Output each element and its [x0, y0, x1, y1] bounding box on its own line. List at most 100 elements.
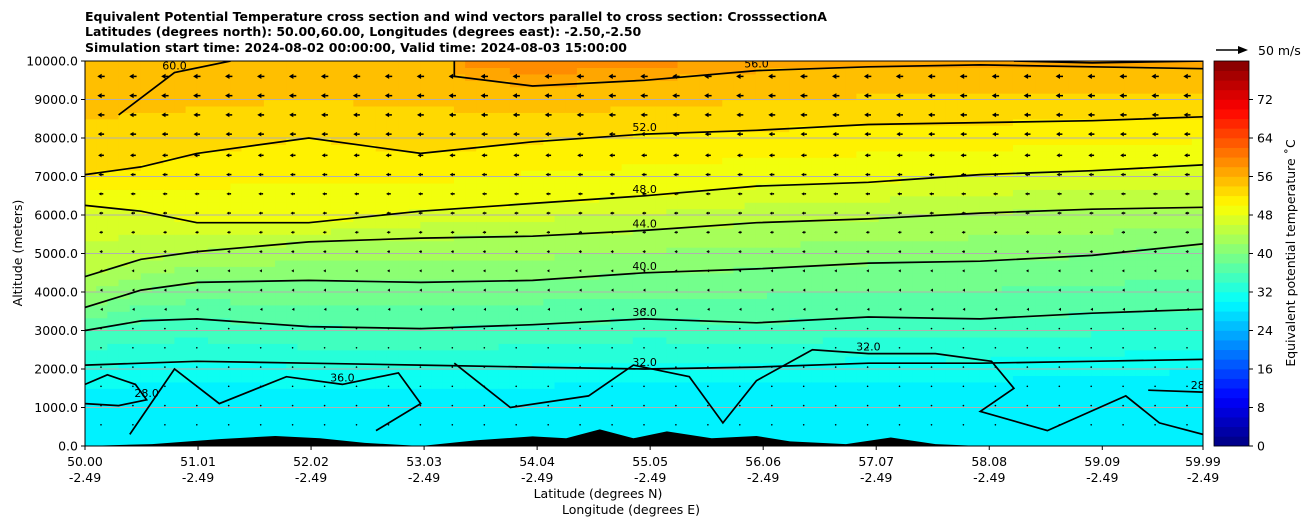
field-cell: [711, 99, 723, 107]
field-cell: [554, 163, 567, 171]
field-cell: [934, 343, 947, 351]
field-cell: [409, 202, 421, 210]
field-cell: [420, 195, 433, 203]
field-cell: [588, 118, 600, 126]
field-cell: [789, 189, 802, 197]
field-cell: [342, 311, 354, 319]
field-cell: [330, 298, 343, 306]
field-cell: [834, 362, 846, 370]
field-cell: [275, 73, 287, 81]
field-cell: [722, 131, 735, 139]
field-cell: [834, 381, 846, 389]
field-cell: [1001, 182, 1014, 190]
field-cell: [230, 202, 243, 210]
field-cell: [476, 144, 489, 152]
field-cell: [856, 86, 869, 94]
field-cell: [934, 381, 947, 389]
field-cell: [263, 176, 276, 184]
field-cell: [409, 93, 421, 101]
field-cell: [543, 381, 556, 389]
field-cell: [129, 176, 142, 184]
field-cell: [364, 407, 377, 415]
field-cell: [509, 247, 522, 255]
field-cell: [207, 304, 220, 312]
field-cell: [252, 272, 265, 280]
field-cell: [867, 234, 880, 242]
field-cell: [85, 61, 97, 69]
field-cell: [990, 131, 1003, 139]
field-cell: [453, 170, 466, 178]
field-cell: [923, 208, 936, 216]
field-cell: [532, 381, 544, 389]
field-cell: [140, 401, 153, 409]
field-cell: [219, 144, 231, 152]
field-cell: [185, 105, 198, 113]
field-cell: [800, 356, 813, 364]
field-cell: [655, 112, 667, 120]
field-cell: [599, 176, 612, 184]
field-cell: [129, 227, 142, 235]
field-cell: [297, 144, 310, 152]
field-cell: [330, 144, 343, 152]
field-cell: [1001, 176, 1014, 184]
field-cell: [822, 163, 835, 171]
field-cell: [487, 170, 500, 178]
field-cell: [811, 369, 824, 377]
field-cell: [834, 138, 846, 146]
field-cell: [476, 375, 489, 383]
field-cell: [431, 80, 444, 88]
field-cell: [319, 240, 332, 248]
field-cell: [856, 170, 869, 178]
field-cell: [297, 317, 310, 325]
field-cell: [118, 407, 131, 415]
field-cell: [431, 61, 444, 69]
field-cell: [610, 125, 623, 133]
field-cell: [185, 86, 198, 94]
field-cell: [912, 253, 925, 261]
field-cell: [845, 394, 858, 402]
field-cell: [766, 144, 779, 152]
field-cell: [889, 388, 902, 396]
field-cell: [878, 86, 891, 94]
field-cell: [241, 125, 254, 133]
field-cell: [867, 195, 880, 203]
field-cell: [733, 272, 746, 280]
field-cell: [968, 157, 980, 165]
field-cell: [845, 311, 858, 319]
field-cell: [364, 221, 377, 229]
field-cell: [990, 112, 1003, 120]
field-cell: [442, 413, 455, 421]
field-cell: [621, 112, 634, 120]
field-cell: [800, 189, 813, 197]
field-cell: [755, 259, 768, 267]
field-cell: [610, 112, 623, 120]
field-cell: [934, 407, 947, 415]
field-cell: [241, 394, 254, 402]
field-cell: [487, 215, 500, 223]
field-cell: [252, 144, 265, 152]
field-cell: [599, 125, 612, 133]
field-cell: [252, 195, 265, 203]
field-cell: [923, 125, 936, 133]
field-cell: [409, 266, 421, 274]
field-cell: [342, 86, 354, 94]
field-cell: [1001, 86, 1014, 94]
field-cell: [364, 292, 377, 300]
field-cell: [532, 112, 544, 120]
field-cell: [509, 407, 522, 415]
field-cell: [699, 80, 712, 88]
field-cell: [610, 420, 623, 428]
field-cell: [599, 208, 612, 216]
field-cell: [129, 336, 142, 344]
field-cell: [744, 93, 757, 101]
field-cell: [118, 298, 131, 306]
field-cell: [912, 182, 925, 190]
field-cell: [766, 86, 779, 94]
field-cell: [1001, 375, 1014, 383]
field-cell: [476, 176, 489, 184]
field-cell: [834, 176, 846, 184]
field-cell: [364, 150, 377, 158]
field-cell: [364, 195, 377, 203]
field-cell: [196, 330, 209, 338]
field-cell: [822, 317, 835, 325]
